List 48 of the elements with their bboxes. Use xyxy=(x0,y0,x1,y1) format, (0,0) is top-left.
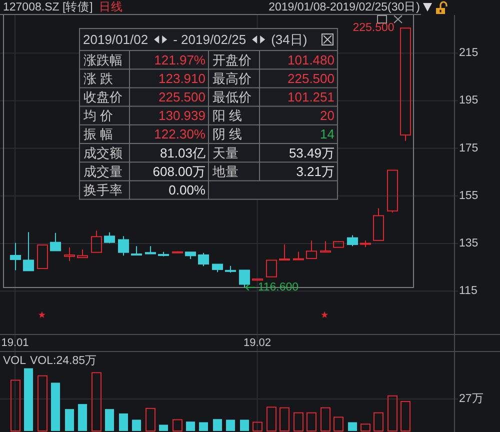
annotation: 3.21万 xyxy=(296,164,334,179)
annotation: 2019/01/02 xyxy=(83,32,148,47)
annotation: 123.910 xyxy=(158,70,206,86)
y-tick-label: 155 xyxy=(459,190,478,202)
annotation: 608.00万 xyxy=(152,164,206,179)
annotation: 天量 xyxy=(212,145,238,160)
annotation: 53.49万 xyxy=(288,145,334,160)
x-tick-label: 19.02 xyxy=(244,337,272,349)
annotation: 涨 跌 xyxy=(84,70,114,86)
chart-title: VOL xyxy=(3,355,27,367)
annotation: 成交额 xyxy=(84,145,122,160)
annotation: 101.480 xyxy=(288,52,334,68)
annotation: 阳 线 xyxy=(212,108,242,124)
label-high: 225.500 xyxy=(352,22,394,34)
y-tick-label: 175 xyxy=(459,142,478,154)
chart-title: 127008.SZ [转债] xyxy=(3,0,93,14)
annotation: 换手率 xyxy=(84,182,122,198)
y-tick-label: 215 xyxy=(459,47,478,60)
annotation: - 2019/02/25 xyxy=(173,32,246,47)
annotation: 地量 xyxy=(212,164,238,179)
annotation: 振 幅 xyxy=(84,126,114,142)
annotation: 均 价 xyxy=(82,108,114,124)
annotation: 开盘价 xyxy=(212,52,252,68)
annotation: 最高价 xyxy=(212,70,252,86)
annotation: 101.251 xyxy=(288,90,334,104)
y-tick-label: 135 xyxy=(459,238,478,250)
x-tick-label: 19.01 xyxy=(1,337,29,349)
text: 2019/01/08-2019/02/25(30日) xyxy=(268,0,420,14)
annotation: 225.500 xyxy=(288,70,334,86)
ref-line-label: 27万 xyxy=(459,393,484,405)
y-tick-label: 195 xyxy=(459,94,478,107)
chart-subtitle: 日线 xyxy=(98,0,123,14)
annotation: 最低价 xyxy=(212,90,252,104)
annotation: (34日) xyxy=(271,32,308,47)
annotation: 收盘价 xyxy=(84,90,122,104)
annotation: 225.500 xyxy=(158,90,206,104)
annotation: 81.03亿 xyxy=(160,145,206,160)
text: VOL:24.85万 xyxy=(30,354,97,367)
annotation: 涨跌幅 xyxy=(84,52,122,68)
annotation: 121.97% xyxy=(154,52,206,68)
annotation: 成交量 xyxy=(84,164,122,179)
annotation: 阴 线 xyxy=(212,126,242,142)
annotation: 14 xyxy=(320,126,334,142)
y-tick-label: 115 xyxy=(459,285,478,298)
annotation: 130.939 xyxy=(158,108,206,124)
annotation: 122.30% xyxy=(154,126,206,142)
annotation: 20 xyxy=(320,108,334,124)
annotation: 0.00% xyxy=(168,182,206,198)
